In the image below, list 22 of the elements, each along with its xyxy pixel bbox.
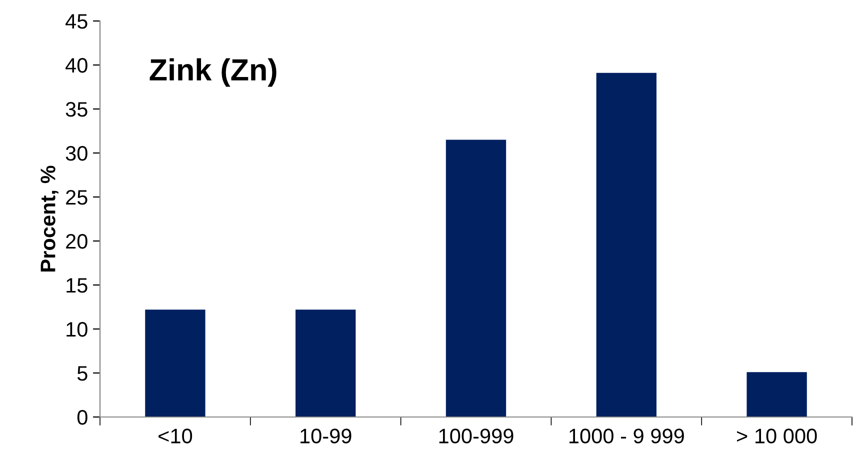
bar	[446, 140, 506, 417]
y-tick-label: 20	[66, 234, 88, 249]
y-tick-label: 35	[66, 102, 88, 117]
bar	[296, 310, 356, 417]
y-tick-label: 25	[66, 190, 88, 205]
y-tick-label: 40	[66, 58, 88, 73]
y-axis-title: Procent, %	[40, 166, 58, 272]
x-tick-label: 1000 - 9 999	[569, 428, 684, 444]
y-tick-label: 15	[66, 278, 88, 293]
bar	[596, 72, 656, 417]
x-tick-label: 10-99	[300, 428, 352, 444]
y-tick-label: 45	[66, 14, 88, 29]
bar	[746, 372, 807, 417]
y-tick-label: 5	[77, 366, 88, 381]
x-tick-label: <10	[158, 428, 192, 444]
x-tick-label: 100-999	[439, 428, 514, 444]
y-tick-label: 10	[66, 322, 88, 337]
y-tick-label: 30	[66, 146, 88, 161]
x-tick-label: > 10 000	[736, 428, 817, 444]
bar	[145, 310, 206, 417]
y-tick-label: 0	[77, 410, 88, 425]
text: Zink (Zn)	[150, 58, 276, 87]
